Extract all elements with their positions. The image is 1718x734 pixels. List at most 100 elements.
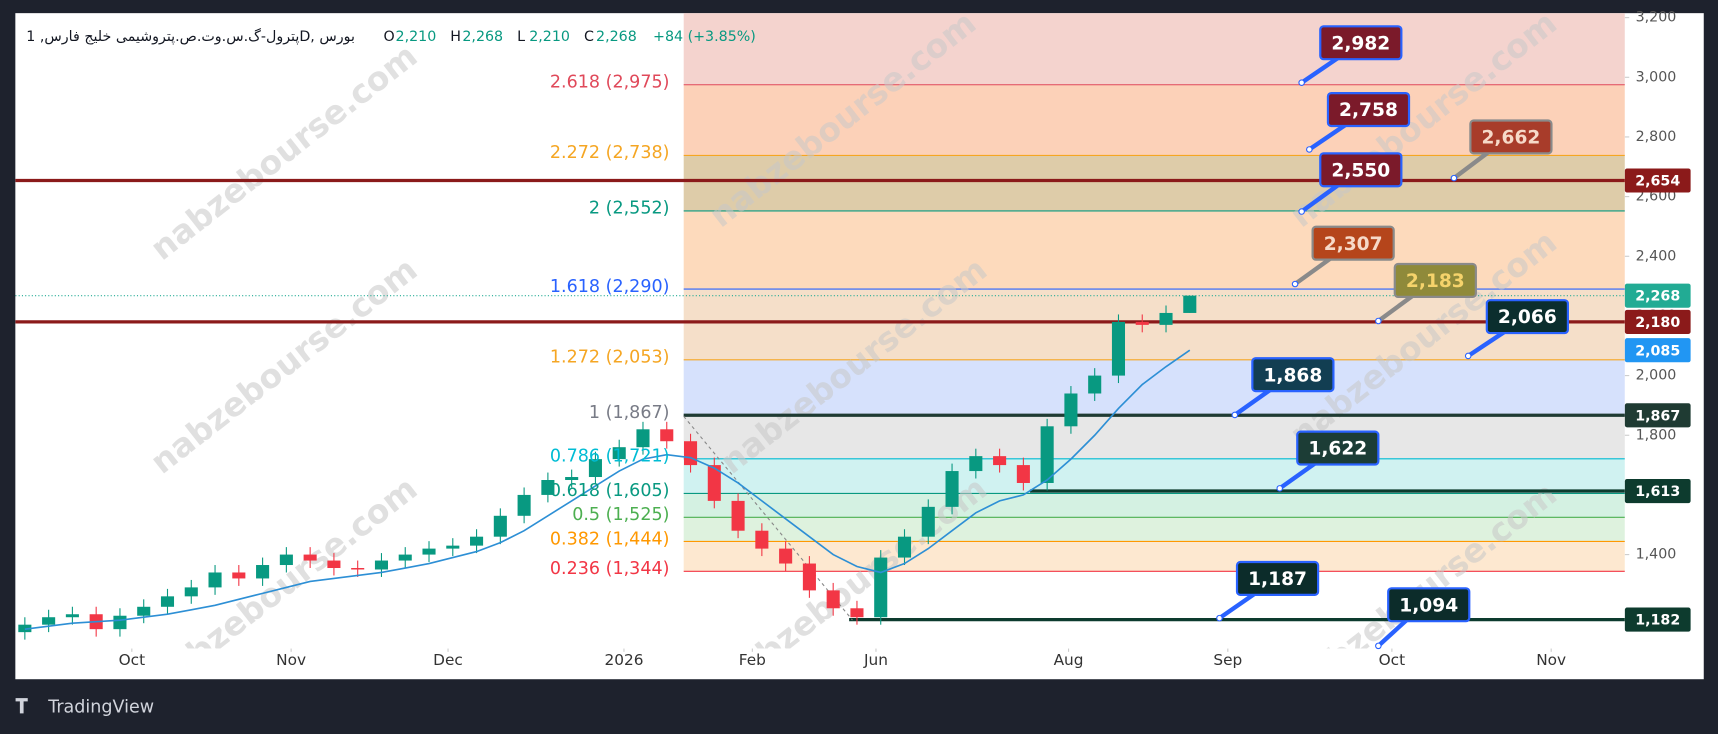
- callout-box: [1393, 262, 1477, 298]
- candle-body: [303, 554, 317, 561]
- x-tick-label: Sep: [1213, 651, 1242, 669]
- x-tick-label: Nov: [1536, 651, 1566, 669]
- fib-label: 2 (2,552): [589, 199, 670, 219]
- y-tick-label: 2,400: [1636, 248, 1677, 264]
- callout-box: [1485, 299, 1569, 335]
- fib-label: 0.382 (1,444): [550, 529, 670, 549]
- fib-band: [683, 493, 1625, 518]
- fib-band: [683, 13, 1625, 85]
- callout-pointer: [1300, 181, 1343, 214]
- y-tick-label: 3,200: [1636, 10, 1677, 26]
- x-tick-label: Dec: [433, 651, 463, 669]
- ohlc-key: O: [383, 29, 394, 45]
- fib-label: 0.5 (1,525): [572, 505, 669, 525]
- candle-body: [897, 536, 912, 558]
- callout-box: [1296, 430, 1380, 466]
- ohlc-value: 2,210: [529, 29, 570, 45]
- fib-label: 2.272 (2,738): [550, 143, 670, 163]
- price-tag-label: 2,654: [1635, 174, 1680, 190]
- fib-label: 1.618 (2,290): [550, 277, 670, 297]
- fib-band: [683, 458, 1625, 494]
- change: +84 (+3.85%): [653, 29, 756, 45]
- fib-label: 0.786 (1,721): [550, 447, 670, 467]
- callout-anchor: [1375, 642, 1382, 650]
- callout-label: 1,868: [1263, 365, 1322, 386]
- candle-body: [660, 429, 674, 442]
- candle-body: [113, 615, 127, 630]
- candle-body: [541, 480, 555, 495]
- candle-body: [565, 477, 579, 481]
- y-tick-label: 1,800: [1636, 427, 1677, 443]
- y-tick-label: 2,800: [1636, 129, 1677, 145]
- candle-body: [137, 606, 151, 616]
- price-tag-label: 2,268: [1635, 289, 1680, 305]
- x-tick-label: Nov: [276, 651, 306, 669]
- callout-anchor: [1298, 208, 1305, 215]
- y-tick-label: 3,000: [1636, 69, 1677, 85]
- fib-band: [683, 359, 1625, 416]
- x-tick-label: Jun: [863, 651, 888, 669]
- candle-body: [921, 506, 935, 537]
- callout-pointer: [1278, 459, 1320, 491]
- callout-label: 1,187: [1248, 569, 1307, 590]
- candle-body: [1183, 295, 1197, 313]
- price-tag: [1624, 478, 1691, 504]
- callout-box: [1469, 119, 1553, 155]
- callout-pointer: [1300, 54, 1343, 85]
- y-tick-label: 2,600: [1636, 189, 1677, 205]
- candle-body: [707, 465, 721, 501]
- candle-body: [1159, 312, 1173, 325]
- callout-anchor: [1375, 317, 1382, 325]
- callout-box: [1319, 25, 1403, 61]
- candle-body: [1040, 426, 1054, 483]
- candle-body: [232, 572, 246, 579]
- callout-anchor: [1216, 614, 1223, 622]
- candle-body: [65, 614, 79, 618]
- callout-label: 2,982: [1331, 33, 1390, 54]
- candle-body: [588, 459, 602, 478]
- candle-body: [612, 447, 626, 460]
- fib-band: [683, 155, 1625, 211]
- callout-anchor: [1464, 352, 1472, 360]
- candle-body: [850, 608, 864, 618]
- brand: TradingView: [47, 698, 154, 718]
- candle-body: [351, 568, 365, 570]
- callout-pointer: [1377, 291, 1417, 323]
- y-tick-label: 2,000: [1636, 368, 1677, 384]
- ohlc-value: 2,268: [462, 29, 503, 45]
- candle-body: [1135, 321, 1149, 325]
- symbol-title: پترول-گ.س.وت.ص.پتروشیمی خلیج فارس, 1D, ب…: [26, 27, 355, 45]
- callout-anchor: [1298, 79, 1305, 86]
- fib-band: [683, 289, 1625, 360]
- callout-label: 2,183: [1406, 271, 1465, 292]
- candle-body: [683, 441, 698, 466]
- candle-body: [1111, 321, 1126, 376]
- fib-label: 1.272 (2,053): [550, 348, 670, 368]
- callout-box: [1326, 92, 1411, 128]
- moving-average: [24, 349, 1191, 630]
- candle-body: [470, 536, 484, 546]
- callout-box: [1235, 560, 1320, 596]
- callout-pointer: [1376, 616, 1411, 648]
- price-tag: [1624, 338, 1691, 363]
- candle-body: [327, 560, 341, 569]
- fib-band: [683, 84, 1625, 156]
- callout-anchor: [1231, 411, 1239, 419]
- candle-body: [779, 548, 793, 564]
- candle-body: [636, 429, 650, 448]
- callout-label: 2,307: [1324, 234, 1383, 255]
- callout-label: 2,662: [1481, 128, 1540, 149]
- x-tick-label: Aug: [1054, 651, 1084, 669]
- price-tag: [1624, 403, 1691, 428]
- trend-line: [683, 415, 853, 621]
- callout-box: [1319, 152, 1403, 188]
- candle-body: [374, 560, 389, 570]
- candle-body: [1088, 375, 1102, 394]
- candle-body: [42, 617, 56, 625]
- callout-pointer: [1233, 386, 1275, 417]
- candle-body: [184, 587, 198, 597]
- candle-body: [731, 500, 745, 531]
- candle-body: [446, 545, 460, 549]
- fib-label: 1 (1,867): [589, 403, 670, 423]
- price-tag: [1624, 607, 1691, 632]
